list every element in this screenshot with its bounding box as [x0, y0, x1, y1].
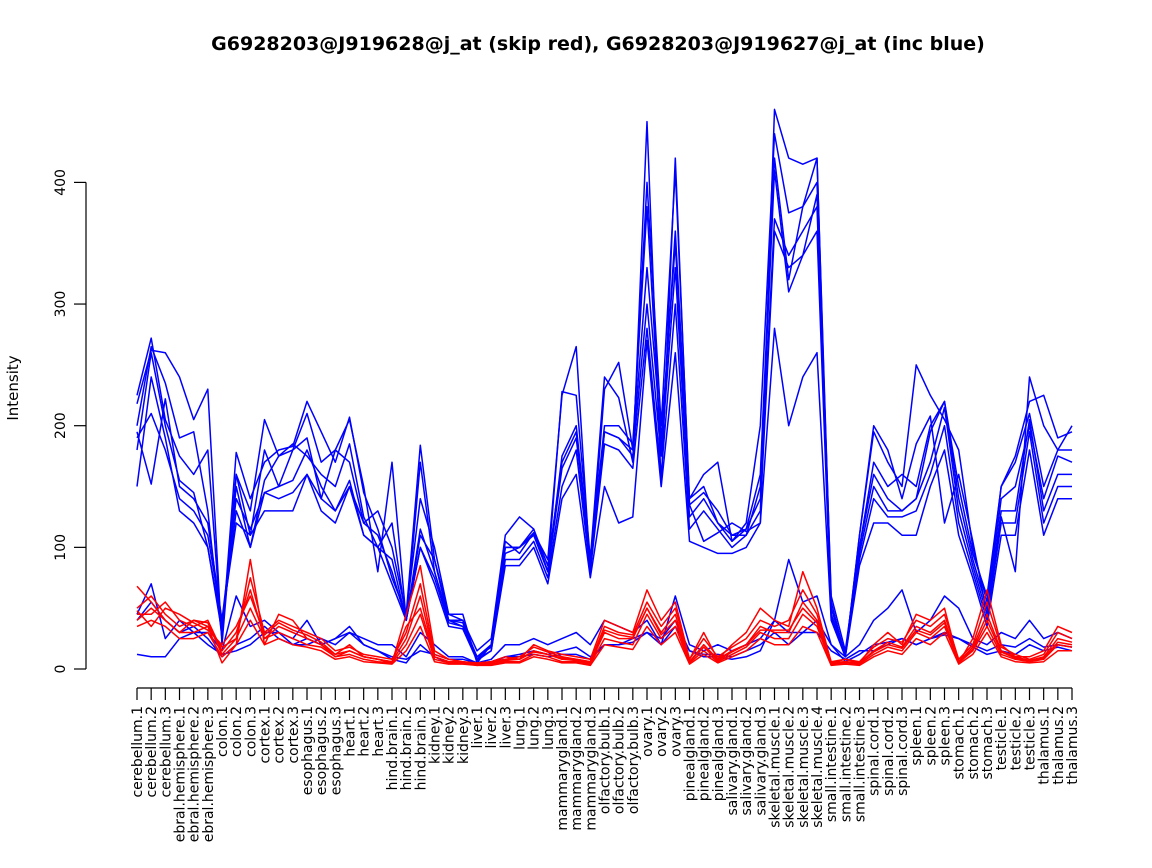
x-tick-label: spinal.cord.3: [895, 706, 911, 796]
x-tick-label: stomach.3: [980, 706, 996, 780]
x-tick-label: cerebellum.2: [144, 706, 160, 798]
series-line-blue-7: [136, 327, 1072, 662]
x-tick-label: spleen.3: [938, 706, 954, 766]
x-tick-label: lung.2: [527, 706, 543, 750]
x-tick-label: ovary.2: [654, 706, 670, 757]
x-tick-label: kidney.1: [428, 706, 444, 764]
series-line-blue-4: [136, 169, 1073, 661]
x-tick-label: pinealgland.2: [697, 706, 713, 801]
x-tick-label: heart.3: [371, 706, 387, 757]
series-line-blue-2: [136, 132, 1073, 658]
x-tick-label: cerebellum.1: [130, 706, 146, 798]
x-tick-label: kidney.3: [456, 706, 472, 764]
x-tick-label: esophagus.1: [300, 706, 316, 795]
y-tick-label: 300: [53, 291, 69, 318]
x-tick-label: hind.brain.3: [413, 706, 429, 790]
series-line-red-2: [136, 577, 1073, 665]
x-tick-label: pinealgland.3: [711, 706, 727, 801]
x-tick-label: colon.1: [215, 706, 231, 757]
x-tick-label: testicle.1: [994, 706, 1010, 770]
x-tick-label: lung.1: [513, 706, 529, 750]
series-line-red-4: [136, 607, 1073, 667]
chart-title: G6928203@J919628@j_at (skip red), G69282…: [211, 33, 985, 55]
series-line-red-3: [137, 589, 1073, 665]
x-tick-label: thalamus.3: [1065, 706, 1081, 785]
x-tick-label: olfactory.bulb.2: [612, 706, 628, 814]
x-tick-label: ebral.hemisphere.3: [201, 706, 217, 842]
x-tick-label: pinealgland.1: [683, 706, 699, 801]
x-tick-label: liver.1: [470, 706, 486, 749]
x-tick-label: heart.1: [343, 706, 359, 757]
x-tick-label: testicle.3: [1023, 706, 1039, 770]
x-tick-label: thalamus.2: [1051, 706, 1067, 785]
series-line-blue-5: [136, 205, 1072, 658]
series-line-red-6: [136, 595, 1073, 665]
x-tick-label: colon.3: [243, 706, 259, 757]
y-axis-label: Intensity: [4, 355, 22, 420]
x-tick-label: spinal.cord.2: [881, 706, 897, 796]
x-tick-label: kidney.2: [442, 706, 458, 764]
x-tick-label: spleen.2: [923, 706, 939, 766]
y-tick-label: 100: [53, 534, 69, 561]
x-tick-label: cortex.1: [258, 706, 274, 764]
x-tick-label: spinal.cord.1: [867, 706, 883, 796]
x-tick-label: mammarygland.1: [555, 706, 571, 831]
x-tick-label: small.intestine.2: [838, 706, 854, 822]
x-tick-label: spleen.1: [909, 706, 925, 766]
x-tick-label: hind.brain.1: [385, 706, 401, 790]
y-tick-label: 400: [53, 169, 69, 196]
x-tick-label: lung.3: [541, 706, 557, 750]
x-tick-label: ovary.3: [668, 706, 684, 757]
x-tick-label: mammarygland.2: [569, 706, 585, 831]
x-tick-label: small.intestine.1: [824, 706, 840, 822]
x-tick-label: mammarygland.3: [583, 706, 599, 831]
x-tick-label: cerebellum.3: [158, 706, 174, 798]
x-tick-label: small.intestine.3: [853, 706, 869, 822]
x-tick-label: skeletal.muscle.4: [810, 706, 826, 828]
series-line-red-1: [136, 558, 1073, 664]
x-tick-label: olfactory.bulb.3: [626, 706, 642, 814]
series-group: [136, 108, 1073, 667]
series-line-blue-6: [136, 230, 1072, 661]
x-tick-label: esophagus.3: [328, 706, 344, 795]
x-tick-label: ebral.hemisphere.1: [173, 706, 189, 842]
x-tick-label: skeletal.muscle.3: [796, 706, 812, 828]
x-axis: cerebellum.1cerebellum.2cerebellum.3ebra…: [130, 687, 1081, 842]
y-tick-label: 200: [53, 412, 69, 439]
x-tick-label: esophagus.2: [314, 706, 330, 795]
x-tick-label: stomach.1: [952, 706, 968, 780]
x-tick-label: liver.3: [498, 706, 514, 749]
x-tick-label: salivary.gland.1: [725, 706, 741, 815]
x-tick-label: ovary.1: [640, 706, 656, 757]
x-tick-label: thalamus.1: [1037, 706, 1053, 785]
y-tick-label: 0: [53, 665, 69, 674]
series-line-blue-8: [136, 558, 1073, 664]
x-tick-label: heart.2: [357, 706, 373, 757]
x-tick-label: stomach.2: [966, 706, 982, 780]
x-tick-label: hind.brain.2: [399, 706, 415, 790]
series-line-red-5: [136, 619, 1072, 667]
series-line-blue-1: [136, 108, 1073, 658]
x-tick-label: skeletal.muscle.2: [782, 706, 798, 828]
series-line-blue-3: [136, 157, 1072, 664]
y-axis: 0 100 200 300 400: [53, 169, 87, 674]
x-tick-label: skeletal.muscle.1: [768, 706, 784, 828]
x-tick-label: liver.2: [484, 706, 500, 749]
x-tick-label: testicle.2: [1008, 706, 1024, 770]
x-tick-label: salivary.gland.3: [753, 706, 769, 815]
x-tick-label: cortex.3: [286, 706, 302, 764]
x-tick-label: salivary.gland.2: [739, 706, 755, 815]
x-tick-label: ebral.hemisphere.2: [187, 706, 203, 842]
x-tick-label: cortex.2: [272, 706, 288, 764]
x-tick-label: olfactory.bulb.1: [598, 706, 614, 814]
x-tick-label: colon.2: [229, 706, 245, 757]
